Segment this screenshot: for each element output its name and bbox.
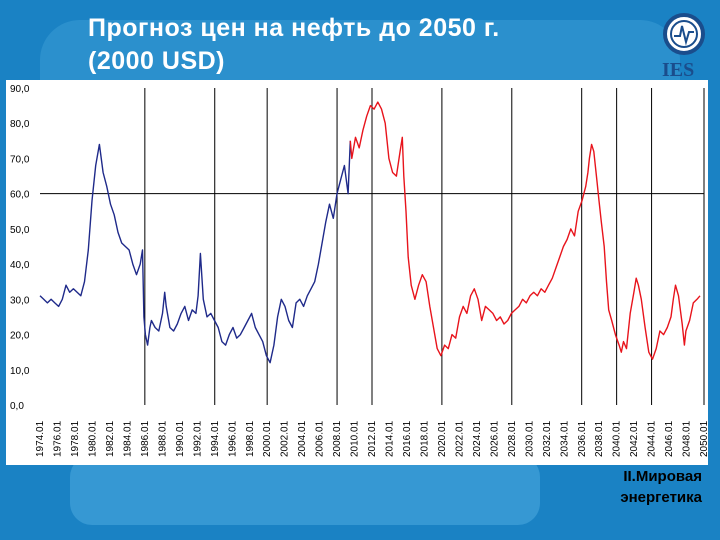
x-tick-label: 1988.01 (157, 420, 168, 457)
chart-area: 0,0 10,0 20,0 30,0 40,0 50,0 60,0 70,0 80,0 90,0 1… (6, 80, 708, 465)
x-tick-label: 2008.01 (332, 420, 343, 457)
x-tick-label: 2034.01 (559, 420, 570, 457)
logo-text: IES (662, 59, 694, 81)
y-tick-label: 80,0 (10, 119, 30, 130)
slide-title: Прогноз цен на нефть до 2050 г. (2000 US… (88, 12, 648, 78)
y-tick-label: 0,0 (10, 401, 24, 412)
y-tick-label: 50,0 (10, 225, 30, 236)
x-tick-label: 2012.01 (367, 420, 378, 457)
x-tick-label: 2050.01 (699, 420, 708, 457)
x-tick-label: 1990.01 (175, 420, 186, 457)
y-tick-label: 30,0 (10, 295, 30, 306)
footer-line-2: энергетика (620, 487, 702, 508)
y-tick-label: 40,0 (10, 260, 30, 271)
x-tick-label: 2036.01 (577, 420, 588, 457)
x-tick-label: 2042.01 (629, 420, 640, 457)
x-tick-label: 2004.01 (297, 420, 308, 457)
x-tick-label: 2006.01 (315, 420, 326, 457)
x-tick-label: 1974.01 (35, 420, 46, 457)
title-line-1: Прогноз цен на нефть до 2050 г. (88, 12, 648, 45)
x-tick-label: 2040.01 (612, 420, 623, 457)
y-tick-label: 70,0 (10, 154, 30, 165)
x-tick-label: 1996.01 (227, 420, 238, 457)
background-panel (70, 455, 540, 525)
x-tick-label: 2018.01 (420, 420, 431, 457)
title-line-2: (2000 USD) (88, 45, 648, 78)
x-tick-label: 2020.01 (437, 420, 448, 457)
x-tick-label: 1984.01 (122, 420, 133, 457)
oil-price-chart: 0,0 10,0 20,0 30,0 40,0 50,0 60,0 70,0 80,0 90,0 1… (6, 80, 708, 465)
series-line-historical (40, 141, 350, 363)
x-tick-label: 2028.01 (507, 420, 518, 457)
footer-line-1: II.Мировая (620, 466, 702, 487)
x-tick-label: 2032.01 (542, 420, 553, 457)
x-tick-label: 2048.01 (682, 420, 693, 457)
series-line-forecast (350, 102, 700, 359)
x-tick-label: 2024.01 (472, 420, 483, 457)
x-tick-label: 2026.01 (489, 420, 500, 457)
x-tick-label: 1998.01 (245, 420, 256, 457)
x-tick-label: 2046.01 (664, 420, 675, 457)
y-tick-label: 10,0 (10, 366, 30, 377)
x-tick-label: 2022.01 (454, 420, 465, 457)
x-tick-label: 2010.01 (350, 420, 361, 457)
y-tick-label: 20,0 (10, 331, 30, 342)
x-tick-label: 1994.01 (210, 420, 221, 457)
x-tick-label: 1976.01 (53, 420, 64, 457)
x-tick-label: 2014.01 (385, 420, 396, 457)
x-tick-label: 1978.01 (70, 420, 81, 457)
x-tick-label: 1992.01 (192, 420, 203, 457)
x-tick-label: 2016.01 (402, 420, 413, 457)
x-tick-label: 2000.01 (262, 420, 273, 457)
x-tick-label: 2044.01 (647, 420, 658, 457)
x-tick-label: 2030.01 (524, 420, 535, 457)
footer-caption: II.Мировая энергетика (620, 466, 702, 508)
x-tick-label: 2038.01 (594, 420, 605, 457)
x-tick-label: 1982.01 (105, 420, 116, 457)
x-tick-label: 1980.01 (88, 420, 99, 457)
y-tick-label: 60,0 (10, 190, 30, 201)
y-tick-label: 90,0 (10, 84, 30, 95)
x-tick-label: 2002.01 (280, 420, 291, 457)
x-tick-label: 1986.01 (140, 420, 151, 457)
logo-icon: IES (662, 12, 712, 82)
